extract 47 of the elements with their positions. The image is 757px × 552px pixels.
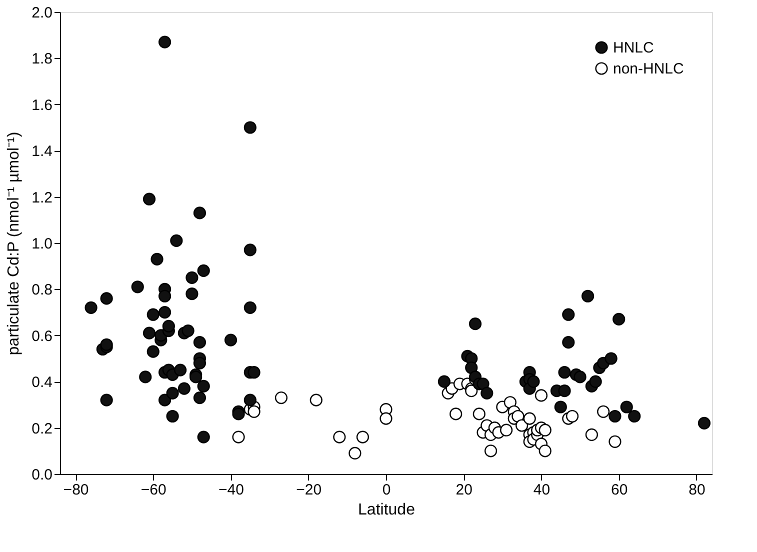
point — [504, 396, 516, 409]
point — [465, 384, 478, 398]
point — [597, 405, 610, 418]
point — [380, 412, 392, 425]
point — [310, 394, 322, 406]
point — [348, 446, 362, 460]
y-tick-label: 0.6 — [32, 328, 52, 345]
x-tick-label: 60 — [611, 482, 628, 498]
point — [608, 435, 622, 448]
point — [484, 444, 498, 458]
point — [523, 412, 536, 425]
y-tick-label: 0.0 — [32, 466, 52, 484]
point — [566, 410, 579, 423]
point — [538, 424, 552, 436]
point — [232, 430, 245, 444]
y-tick-label: 1.6 — [32, 96, 52, 114]
x-tick-label: −40 — [218, 482, 244, 498]
x-tick-label: −60 — [140, 482, 166, 498]
legend-label: HNLC — [613, 40, 654, 56]
y-tick-label: 1.0 — [32, 236, 52, 252]
y-tick-label: 0.8 — [32, 282, 52, 299]
point — [534, 389, 548, 402]
y-tick-label: 1.4 — [32, 143, 52, 160]
y-axis-title: particulate Cd:P (nmol⁻¹ µmol⁻¹) — [6, 132, 23, 356]
x-axis-title: Latitude — [358, 502, 416, 518]
x-tick-label: −80 — [63, 482, 89, 498]
point — [450, 408, 462, 420]
point — [516, 419, 528, 432]
point — [500, 424, 513, 436]
point — [248, 405, 260, 418]
point — [538, 444, 552, 458]
point — [585, 428, 598, 442]
point — [472, 408, 486, 420]
x-tick-label: 80 — [688, 482, 706, 498]
point — [274, 391, 288, 404]
y-tick-label: 0.4 — [32, 374, 52, 392]
y-tick-label: 1.8 — [32, 50, 52, 68]
y-tick-label: 0.2 — [32, 420, 52, 438]
point — [333, 430, 346, 444]
x-tick-label: 0 — [382, 482, 391, 498]
x-tick-label: −20 — [296, 482, 322, 498]
x-tick-label: 40 — [533, 482, 550, 498]
legend-label: non-HNLC — [613, 60, 684, 78]
point — [356, 430, 370, 444]
y-tick-label: 2.0 — [32, 4, 52, 22]
y-tick-label: 1.2 — [32, 189, 52, 206]
x-tick-label: 20 — [456, 482, 472, 498]
